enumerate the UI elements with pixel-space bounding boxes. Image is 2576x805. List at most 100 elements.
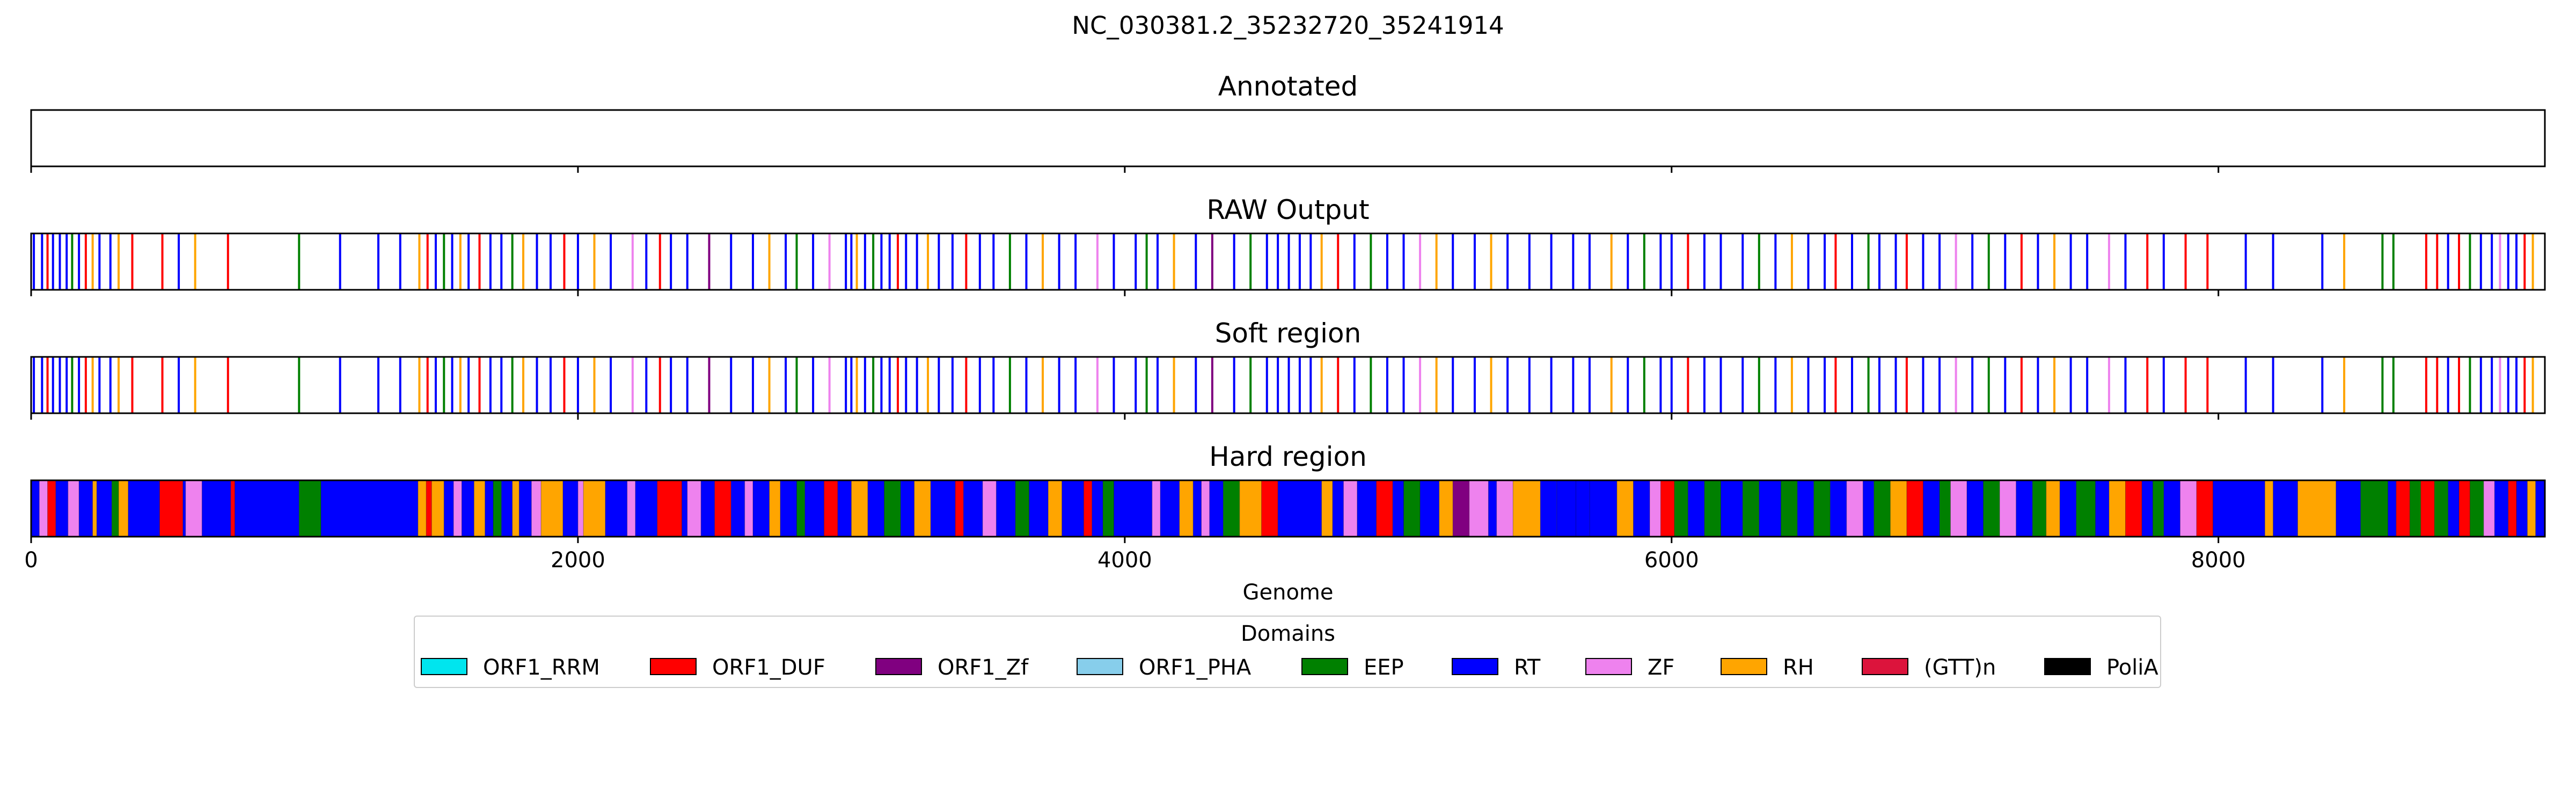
legend-entry-polia: PoliA bbox=[2044, 655, 2158, 680]
domain-block-orf1-duf bbox=[1261, 480, 1278, 537]
domain-block-rt bbox=[1556, 480, 1576, 537]
domain-block-rt bbox=[1062, 480, 1084, 537]
panel-title-raw-output: RAW Output bbox=[1206, 194, 1369, 225]
domain-block-rt bbox=[682, 480, 687, 537]
domain-block-orf1-duf bbox=[2125, 480, 2142, 537]
domain-block-orf1-duf bbox=[2420, 480, 2435, 537]
domain-block-eep bbox=[2360, 480, 2388, 537]
domain-block-orf1-duf bbox=[1084, 480, 1092, 537]
panel-title-annotated: Annotated bbox=[1218, 71, 1358, 102]
domain-block-rh bbox=[1439, 480, 1453, 537]
domain-block-rh bbox=[1048, 480, 1062, 537]
domain-block-rh bbox=[769, 480, 780, 537]
domain-block-orf1-duf bbox=[1906, 480, 1923, 537]
domain-block-orf1-duf bbox=[230, 480, 235, 537]
legend-label: ORF1_Zf bbox=[938, 655, 1029, 680]
domain-block-rh bbox=[1179, 480, 1194, 537]
domain-block-orf1-duf bbox=[426, 480, 432, 537]
domain-block-zf bbox=[185, 480, 202, 537]
legend-label: ZF bbox=[1648, 655, 1674, 680]
domain-block-rt bbox=[1966, 480, 1984, 537]
domain-block-zf bbox=[2483, 480, 2495, 537]
legend-entry-rt: RT bbox=[1452, 655, 1541, 680]
domain-block-rh bbox=[474, 480, 485, 537]
panel-title-soft-region: Soft region bbox=[1215, 318, 1362, 349]
domain-block-rh bbox=[2109, 480, 2126, 537]
domain-block-rh bbox=[851, 480, 868, 537]
domain-block-zf bbox=[1343, 480, 1357, 537]
legend-swatch bbox=[1077, 658, 1123, 675]
panel-background bbox=[31, 110, 2545, 166]
domain-block-rh bbox=[92, 480, 97, 537]
legend-swatch bbox=[875, 658, 922, 675]
domain-block-orf1-duf bbox=[2508, 480, 2517, 537]
domain-block-rt bbox=[1193, 480, 1202, 537]
domain-block-rh bbox=[541, 480, 563, 537]
domain-block-rt bbox=[182, 480, 186, 537]
domain-block-eep bbox=[2076, 480, 2096, 537]
legend-entry-orf1-duf: ORF1_DUF bbox=[650, 655, 825, 680]
domain-block-rt bbox=[2016, 480, 2033, 537]
domain-block-rt bbox=[2448, 480, 2460, 537]
legend-entry-gtt-n: (GTT)n bbox=[1862, 655, 1996, 680]
domain-block-rt bbox=[2516, 480, 2528, 537]
domain-block-orf1-duf bbox=[1660, 480, 1674, 537]
domain-block-zf bbox=[453, 480, 462, 537]
domain-block-zf bbox=[627, 480, 635, 537]
legend-label: ORF1_DUF bbox=[712, 655, 825, 680]
domain-block-rt bbox=[1633, 480, 1650, 537]
x-tick-label: 0 bbox=[24, 548, 38, 573]
domain-block-orf1-duf bbox=[657, 480, 682, 537]
domain-block-orf1-duf bbox=[159, 480, 183, 537]
domain-block-zf bbox=[687, 480, 701, 537]
panel-frame bbox=[30, 232, 2546, 291]
domain-block-eep bbox=[1813, 480, 1831, 537]
domain-block-rt bbox=[2213, 480, 2265, 537]
domain-block-eep bbox=[1781, 480, 1798, 537]
domain-block-eep bbox=[2470, 480, 2484, 537]
x-tick-label: 6000 bbox=[1644, 548, 1699, 573]
domain-block-rt bbox=[2142, 480, 2153, 537]
domain-block-zf bbox=[68, 480, 79, 537]
domain-block-rh bbox=[431, 480, 444, 537]
domain-block-zf bbox=[531, 480, 541, 537]
domain-block-eep bbox=[112, 480, 119, 537]
domain-block-rt bbox=[1830, 480, 1847, 537]
legend-swatch bbox=[1452, 658, 1498, 675]
domain-block-rt bbox=[1797, 480, 1814, 537]
domain-block-orf1-duf bbox=[824, 480, 838, 537]
domain-block-rh bbox=[2527, 480, 2536, 537]
legend-label: PoliA bbox=[2106, 655, 2158, 680]
domain-block-rt bbox=[202, 480, 231, 537]
domain-block-rt bbox=[605, 480, 627, 537]
domain-block-orf1-duf bbox=[47, 480, 56, 537]
legend-label: ORF1_PHA bbox=[1139, 655, 1252, 680]
domain-block-rt bbox=[1589, 480, 1617, 537]
domain-block-zf bbox=[1496, 480, 1513, 537]
domain-block-zf bbox=[1650, 480, 1661, 537]
domain-block-zf bbox=[577, 480, 584, 537]
domain-block-zf bbox=[1201, 480, 1210, 537]
domain-block-rt bbox=[2336, 480, 2361, 537]
domain-block-rt bbox=[2388, 480, 2396, 537]
domain-block-zf bbox=[1950, 480, 1967, 537]
domain-block-rt bbox=[635, 480, 657, 537]
domain-block-rt bbox=[2273, 480, 2298, 537]
domain-block-rt bbox=[31, 480, 40, 537]
domain-block-orf1-zf bbox=[1453, 480, 1469, 537]
domain-block-rt bbox=[752, 480, 770, 537]
domain-block-rt bbox=[2060, 480, 2076, 537]
domain-block-rt bbox=[1029, 480, 1049, 537]
domain-block-rt bbox=[562, 480, 578, 537]
domain-block-eep bbox=[493, 480, 502, 537]
panel-annotated: Annotated bbox=[30, 71, 2546, 173]
domain-block-rt bbox=[780, 480, 797, 537]
domain-block-eep bbox=[1940, 480, 1951, 537]
panel-soft-region: Soft region bbox=[30, 318, 2546, 420]
domain-block-orf1-duf bbox=[714, 480, 731, 537]
legend-label: RH bbox=[1783, 655, 1814, 680]
domain-block-eep bbox=[1743, 480, 1759, 537]
domain-block-eep bbox=[2153, 480, 2164, 537]
domain-block-eep bbox=[1983, 480, 2000, 537]
domain-block-rh bbox=[1616, 480, 1634, 537]
